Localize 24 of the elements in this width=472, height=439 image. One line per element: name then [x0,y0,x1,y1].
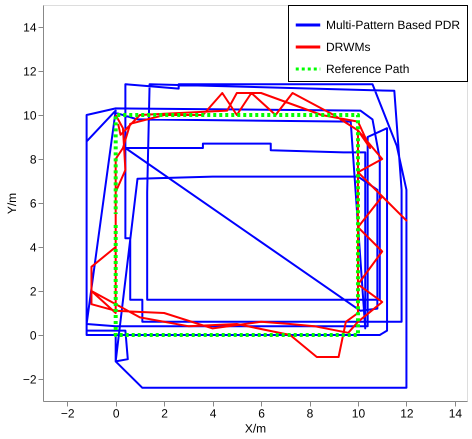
legend-label: Multi-Pattern Based PDR [326,18,460,32]
y-axis-title: Y/m [4,192,19,214]
y-tick-label: −2 [22,372,37,386]
y-tick-label: 0 [30,328,37,342]
y-tick-label: 12 [23,64,37,78]
line-series [114,113,360,337]
legend-label: DRWMs [326,40,370,54]
y-tick-label: 4 [30,240,37,254]
x-tick-label: 0 [112,406,120,420]
y-tick-label: 10 [23,108,37,122]
x-tick-label: 8 [306,406,314,420]
x-tick-label: −2 [60,406,75,420]
y-tick-label: 6 [30,196,37,210]
x-tick-label: 4 [210,406,217,420]
y-tick-label: 2 [30,284,37,298]
y-tick-label: 14 [23,20,37,34]
x-tick-label: 6 [258,406,266,420]
x-tick-label: 2 [161,406,168,420]
y-tick-label: 8 [30,152,37,166]
legend-label: Reference Path [326,62,410,76]
x-axis-title: X/m [244,422,266,436]
x-tick-label: 10 [352,406,366,420]
x-tick-label: 12 [400,406,414,420]
x-tick-label: 14 [448,406,462,420]
